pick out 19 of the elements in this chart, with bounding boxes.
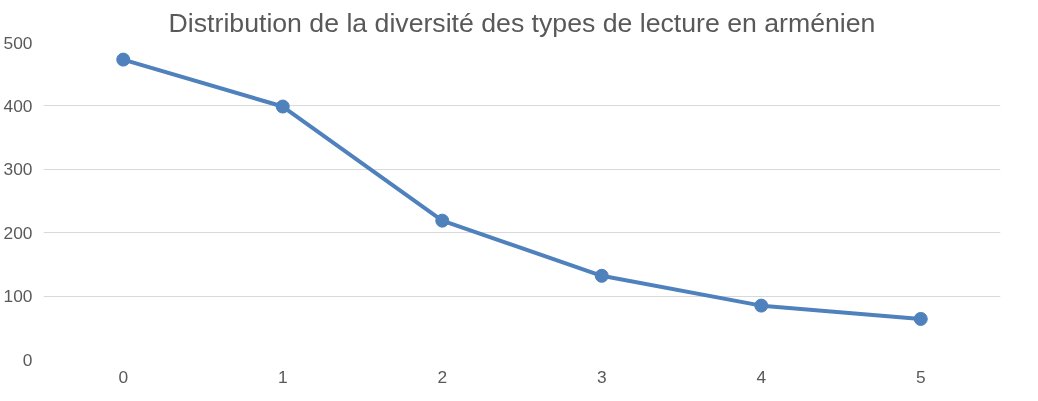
y-tick-label: 500 (3, 32, 33, 53)
x-tick-label: 5 (915, 366, 926, 387)
y-tick-label: 400 (3, 95, 33, 116)
point (275, 99, 290, 114)
y-tick-label: 200 (3, 222, 33, 243)
x-tick-label: 1 (277, 366, 288, 387)
point (116, 52, 131, 67)
y-tick-label: 300 (3, 159, 33, 180)
x-tick-label: 0 (118, 366, 129, 387)
point (435, 213, 450, 228)
chart-title: Distribution de la diversité des types de lecture en arménien (168, 7, 876, 38)
y-tick-label: 0 (22, 349, 33, 370)
point (594, 268, 609, 283)
y-tick-label: 100 (3, 286, 33, 307)
x-tick-label: 4 (756, 366, 767, 387)
point (754, 298, 769, 313)
x-tick-label: 2 (437, 366, 448, 387)
x-tick-label: 3 (596, 366, 607, 387)
point (913, 311, 928, 326)
